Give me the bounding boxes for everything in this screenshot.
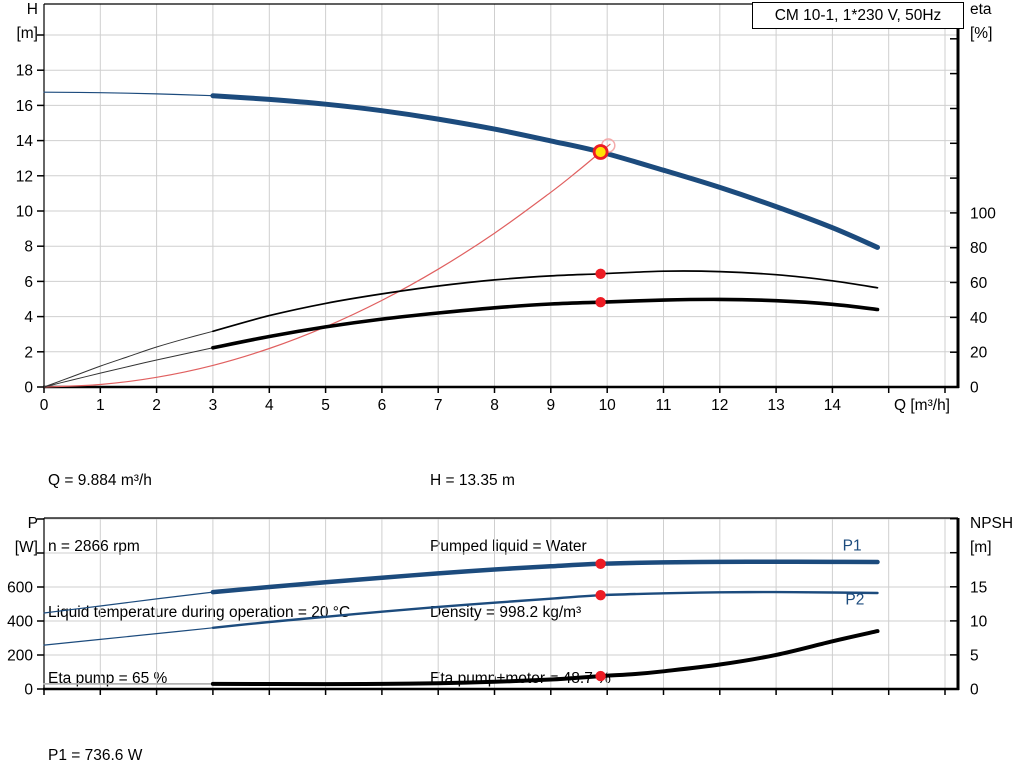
eta-pump-motor-point bbox=[595, 297, 606, 308]
svg-text:10: 10 bbox=[970, 613, 988, 630]
eta-pump-motor-lead bbox=[43, 347, 214, 388]
svg-text:[m]: [m] bbox=[970, 539, 992, 556]
svg-text:5: 5 bbox=[970, 647, 979, 664]
svg-text:0: 0 bbox=[970, 682, 979, 699]
svg-text:13: 13 bbox=[767, 397, 784, 414]
svg-text:60: 60 bbox=[970, 275, 988, 292]
eta-pump-lead bbox=[43, 330, 214, 388]
svg-text:[m]: [m] bbox=[16, 25, 38, 42]
svg-text:80: 80 bbox=[970, 240, 988, 257]
svg-text:0: 0 bbox=[970, 380, 979, 397]
svg-text:8: 8 bbox=[490, 397, 499, 414]
svg-text:11: 11 bbox=[655, 397, 671, 414]
svg-text:4: 4 bbox=[24, 309, 33, 326]
pump-model-label: CM 10-1, 1*230 V, 50Hz bbox=[774, 6, 942, 24]
head-curve-lead bbox=[43, 91, 214, 97]
info-line-p1: P1 = 736.6 W bbox=[48, 747, 143, 764]
svg-text:10: 10 bbox=[599, 397, 617, 414]
svg-text:16: 16 bbox=[16, 98, 33, 115]
p1-curve bbox=[210, 559, 880, 595]
eta-pump-curve bbox=[212, 270, 879, 333]
info-line-head: H = 13.35 m bbox=[430, 472, 515, 489]
eta-pump-point bbox=[595, 268, 606, 279]
info-line-q: Q = 9.884 m³/h bbox=[48, 472, 152, 489]
svg-text:P: P bbox=[28, 516, 38, 532]
svg-text:6: 6 bbox=[378, 397, 387, 414]
svg-text:12: 12 bbox=[711, 397, 728, 414]
p1-point bbox=[595, 558, 606, 569]
svg-text:6: 6 bbox=[24, 274, 33, 291]
power-npsh-chart: 0 200 400 600 0 5 10 15 P [W] NPSH [m] P1 P2 bbox=[7, 516, 1013, 699]
svg-text:Q [m³/h]: Q [m³/h] bbox=[894, 397, 950, 414]
svg-text:15: 15 bbox=[970, 579, 987, 596]
info-line-density: Density = 998.2 kg/m³ bbox=[430, 604, 582, 621]
head-curve bbox=[210, 93, 880, 250]
npsh-point bbox=[595, 670, 606, 682]
svg-text:8: 8 bbox=[24, 239, 33, 256]
p2-curve bbox=[211, 590, 879, 629]
svg-text:2: 2 bbox=[152, 397, 161, 414]
eta-pump-motor-curve bbox=[211, 297, 880, 350]
npsh-curve bbox=[210, 629, 880, 687]
svg-text:0: 0 bbox=[24, 380, 33, 397]
svg-text:14: 14 bbox=[824, 397, 842, 414]
operating-data-bottom: P1 = 736.6 W P2 = 552.1 W NPSH = 1.89 m bbox=[48, 701, 156, 781]
svg-text:eta: eta bbox=[970, 1, 992, 18]
svg-text:2: 2 bbox=[24, 344, 33, 361]
svg-text:600: 600 bbox=[7, 580, 33, 597]
svg-text:7: 7 bbox=[434, 397, 443, 414]
info-line-liquid: Pumped liquid = Water bbox=[430, 538, 587, 555]
svg-text:4: 4 bbox=[265, 397, 274, 414]
svg-text:[W]: [W] bbox=[15, 539, 38, 556]
duty-point[interactable] bbox=[592, 144, 609, 160]
svg-text:0: 0 bbox=[40, 397, 49, 414]
p1-curve-label: P1 bbox=[843, 538, 862, 555]
operating-data-left-column: Q = 9.884 m³/h n = 2866 rpm Liquid tempe… bbox=[48, 426, 350, 734]
svg-text:10: 10 bbox=[16, 204, 34, 221]
svg-text:5: 5 bbox=[321, 397, 330, 414]
system-curve bbox=[43, 143, 611, 388]
svg-text:18: 18 bbox=[16, 63, 33, 80]
svg-text:200: 200 bbox=[7, 648, 33, 665]
p2-curve-label: P2 bbox=[845, 592, 864, 609]
p2-point bbox=[595, 590, 606, 601]
svg-text:400: 400 bbox=[7, 614, 33, 631]
svg-text:0: 0 bbox=[24, 682, 33, 699]
svg-text:20: 20 bbox=[970, 345, 988, 362]
svg-text:14: 14 bbox=[16, 133, 34, 150]
svg-text:12: 12 bbox=[16, 168, 33, 185]
svg-text:H: H bbox=[27, 1, 38, 18]
svg-text:3: 3 bbox=[209, 397, 218, 414]
svg-text:1: 1 bbox=[96, 397, 105, 414]
p2-curve-lead bbox=[43, 627, 214, 646]
svg-text:40: 40 bbox=[970, 310, 988, 327]
svg-text:NPSH: NPSH bbox=[970, 516, 1013, 532]
svg-text:9: 9 bbox=[546, 397, 555, 414]
p1-curve-lead bbox=[43, 591, 214, 614]
pump-model-box: CM 10-1, 1*230 V, 50Hz bbox=[752, 2, 964, 29]
svg-text:[%]: [%] bbox=[970, 25, 992, 42]
svg-text:100: 100 bbox=[970, 205, 996, 222]
